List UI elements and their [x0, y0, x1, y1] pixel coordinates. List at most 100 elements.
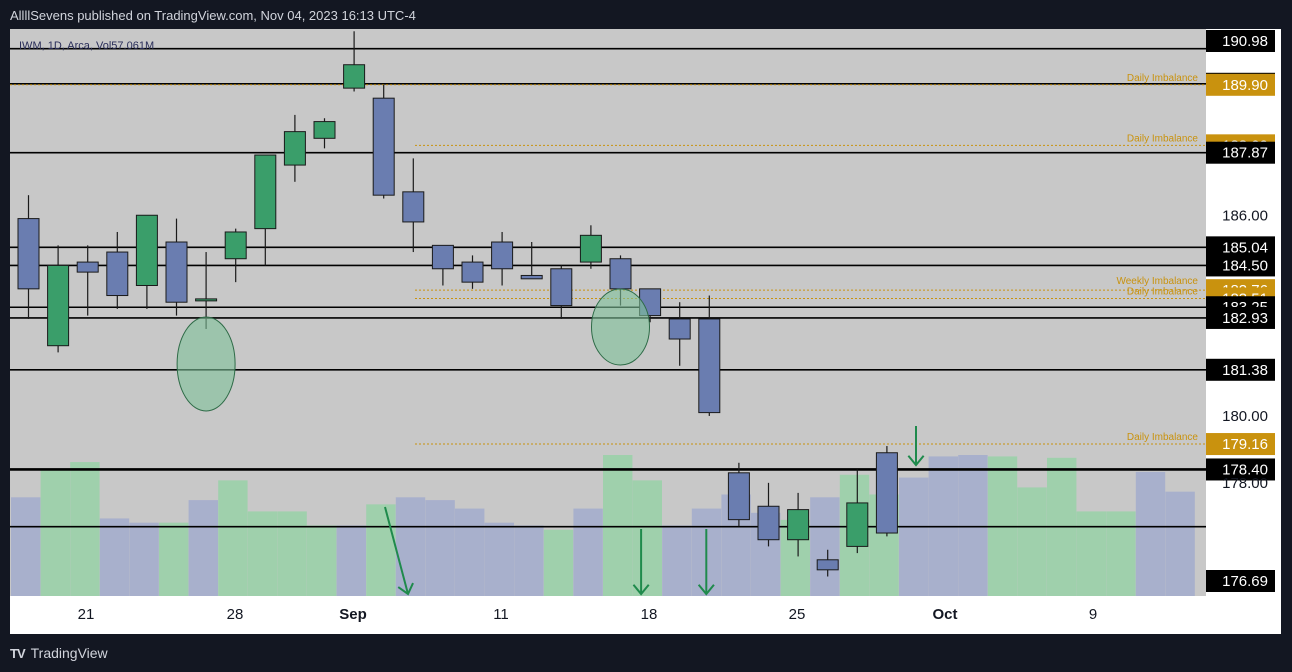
candle-body: [787, 509, 810, 541]
publish-header: AllllSevens published on TradingView.com…: [10, 8, 416, 23]
candle-body: [698, 318, 721, 414]
time-label: Oct: [932, 606, 957, 623]
candle-body: [727, 472, 750, 521]
tradingview-logo-text: TradingView: [30, 645, 108, 661]
volume-bar: [70, 462, 100, 596]
price-label: 181.38: [1222, 362, 1268, 379]
tradingview-logo-icon: TV: [10, 645, 26, 661]
trend-arrow: [384, 506, 409, 595]
volume-bar: [99, 518, 130, 596]
imbalance-label: Weekly Imbalance: [1116, 276, 1198, 287]
price-label: 185.04: [1222, 239, 1268, 256]
price-label-bg: [1206, 141, 1275, 164]
volume-bar: [1106, 511, 1136, 596]
volume-bar: [40, 469, 70, 596]
candle-body: [343, 64, 366, 89]
candle-body: [816, 559, 839, 571]
volume-bar: [1165, 491, 1195, 596]
volume-bar: [11, 497, 41, 596]
price-label: 186.00: [1222, 207, 1268, 224]
price-label-bg: [1206, 254, 1275, 277]
candles-layer: [17, 31, 898, 577]
volume-bar: [395, 497, 426, 596]
volume-bar: [425, 500, 455, 596]
price-label: 190.98: [1222, 33, 1268, 50]
candle-body: [135, 214, 158, 286]
price-label-bg: [1206, 570, 1275, 592]
volume-bar: [159, 522, 189, 596]
arrow-icon: [697, 584, 715, 596]
imbalance-label: Daily Imbalance: [1127, 287, 1199, 298]
volume-bar: [247, 511, 278, 596]
price-label: 184.50: [1222, 257, 1268, 274]
volume-bar: [218, 480, 248, 596]
arrow-icon: [907, 455, 925, 467]
time-label: 28: [227, 606, 244, 623]
price-label-bg: [1206, 458, 1275, 481]
candle-body: [165, 241, 188, 303]
candle-body: [609, 258, 632, 290]
price-label: 178.00: [1222, 475, 1268, 492]
annotations-layer: [176, 288, 925, 596]
volume-bar: [514, 525, 544, 596]
candle-body: [17, 218, 40, 290]
price-axis: 190.98189.93189.90188.09187.87186.00185.…: [1206, 30, 1275, 592]
candle-body: [875, 452, 898, 534]
price-label: 182.93: [1222, 310, 1268, 327]
candle-body: [491, 241, 514, 270]
volume-bar: [662, 525, 692, 596]
volume-layer: [11, 455, 1195, 596]
volume-bar: [366, 504, 396, 596]
candle-body: [520, 274, 543, 280]
time-label: 18: [641, 606, 658, 623]
candle-body: [313, 121, 336, 139]
imbalance-label: Daily Imbalance: [1127, 133, 1199, 144]
candle-body: [106, 251, 129, 297]
volume-bar: [810, 497, 840, 596]
price-label-bg: [1206, 73, 1275, 96]
price-label-bg: [1206, 358, 1275, 381]
price-label: 187.87: [1222, 145, 1268, 162]
volume-bar: [603, 455, 633, 596]
highlight-circle: [591, 288, 650, 366]
imbalance-label: Daily Imbalance: [1127, 73, 1199, 84]
symbol-line: IWM, 1D, Arca, Vol57.061M: [19, 40, 154, 52]
candle-body: [461, 261, 484, 283]
time-axis: 21 28 Sep 11 18 25 Oct 9: [78, 606, 1098, 623]
price-label-bg: [1206, 236, 1275, 259]
candle-body: [579, 234, 602, 263]
volume-bar: [573, 508, 603, 596]
candle-body: [846, 502, 869, 547]
price-label-bg: [1206, 306, 1275, 329]
arrow-icon: [397, 582, 414, 596]
volume-bar: [129, 522, 159, 596]
time-label: 25: [789, 606, 806, 623]
price-label: 176.69: [1222, 573, 1268, 590]
tradingview-logo[interactable]: TV TradingView: [10, 645, 108, 661]
candle-body: [402, 191, 425, 223]
price-label: 178.40: [1222, 461, 1268, 478]
candle-body: [283, 131, 306, 166]
arrow-icon: [632, 584, 650, 596]
volume-bar: [484, 522, 514, 596]
highlight-circle: [176, 316, 236, 412]
time-label: Sep: [339, 606, 367, 623]
volume-bar: [899, 477, 929, 596]
volume-bar: [543, 529, 574, 596]
imbalance-label: Daily Imbalance: [1127, 432, 1199, 443]
volume-bar: [1017, 487, 1047, 596]
candle-body: [254, 154, 277, 230]
price-label: 189.90: [1222, 77, 1268, 94]
volume-bar: [188, 500, 218, 596]
chart-panel[interactable]: Daily Imbalance Daily Imbalance Weekly Imb…: [10, 29, 1281, 634]
time-label: 9: [1089, 606, 1097, 623]
volume-bar: [958, 455, 988, 596]
time-label: 21: [78, 606, 95, 623]
price-label-bg: [1206, 30, 1275, 52]
candle-body: [757, 505, 780, 541]
volume-bar: [307, 525, 337, 596]
price-label: 180.00: [1222, 408, 1268, 425]
volume-bar: [455, 508, 485, 596]
candle-body: [47, 264, 70, 347]
